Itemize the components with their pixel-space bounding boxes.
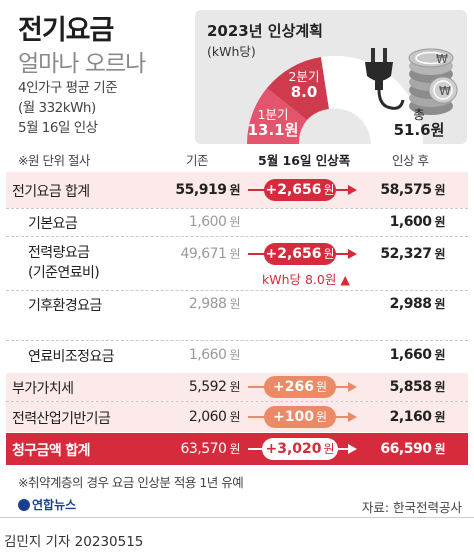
- page-subtitle: 얼마나 오르나: [18, 51, 146, 77]
- row-divider: [6, 290, 468, 291]
- row-label-sub: (기준연료비): [28, 265, 100, 281]
- plan-slice-q1: [246, 88, 307, 144]
- table-row-bill-total: [6, 433, 468, 465]
- table-row-total-electric: [6, 172, 468, 208]
- plan-q2-value: 8.0: [290, 83, 318, 102]
- row-label: 기후환경요금: [28, 298, 102, 314]
- row-before-value: 1,600 원: [188, 214, 241, 230]
- plug-icon: [365, 48, 405, 110]
- row-after-value: 5,858 원: [389, 379, 446, 395]
- plan-q1-value: 13.1원: [247, 121, 299, 140]
- row-after-value: 58,575 원: [380, 182, 445, 198]
- footer-divider: [0, 517, 474, 518]
- plan-q1-name: 1분기: [257, 107, 289, 122]
- logo-mark-icon: [18, 499, 30, 511]
- coin-symbol-b: ₩: [439, 84, 451, 98]
- row-arrow-head: [348, 249, 357, 259]
- page-title: 전기요금: [18, 15, 114, 46]
- coin-stack-icon: [408, 48, 458, 115]
- row-after-value: 2,160 원: [389, 409, 446, 425]
- row-label: 전력산업기반기금: [12, 411, 111, 427]
- plan-total-value: 51.6원: [393, 121, 445, 140]
- row-before-value: 1,660 원: [188, 347, 241, 363]
- info-usage: (월 332kWh): [18, 100, 96, 116]
- row-after-value: 2,988 원: [389, 296, 446, 312]
- row-before-value: 63,570 원: [180, 441, 240, 457]
- source-credit: 자료: 한국전력공사: [361, 500, 462, 515]
- info-date: 5월 16일 인상: [18, 120, 98, 136]
- plan-donut: [246, 48, 458, 144]
- coin-symbol-a: ₩: [436, 52, 448, 66]
- row-increase-pill: +2,656 원: [264, 179, 336, 201]
- table-row-vat: [6, 373, 468, 401]
- table-note: ※원 단위 절사: [18, 153, 90, 168]
- row-increase-note: kWh당 8.0원 ▲: [262, 272, 350, 287]
- row-divider: [6, 401, 468, 402]
- row-increase-pill: +2,656 원: [264, 243, 336, 265]
- row-after-value: 1,660 원: [389, 347, 446, 363]
- row-label: 전기요금 합계: [12, 184, 90, 200]
- col-header-increase: 5월 16일 인상폭: [258, 153, 351, 168]
- table-row-fund: [6, 402, 468, 432]
- col-header-after: 인상 후: [392, 153, 429, 168]
- row-label: 연료비조정요금: [28, 349, 115, 365]
- col-header-before: 기존: [186, 153, 209, 168]
- row-increase-pill: +266 원: [264, 376, 336, 398]
- row-before-value: 55,919 원: [175, 182, 240, 198]
- plan-unit: (kWh당): [207, 44, 256, 59]
- row-after-value: 66,590 원: [380, 441, 445, 457]
- row-divider: [6, 236, 468, 237]
- plan-title: 2023년 인상계획: [207, 22, 323, 40]
- increase-plan-panel: 2023년 인상계획 (kWh당) ₩ ₩ 1분기 13.1원 2분기 8.0 …: [195, 10, 467, 144]
- plan-total-label: 총 51.6원: [389, 107, 449, 140]
- row-after-value: 1,600 원: [389, 214, 446, 230]
- publisher-logo: 연합뉴스: [18, 496, 76, 513]
- up-arrow-icon: ▲: [340, 272, 350, 287]
- row-arrow-head: [348, 412, 357, 422]
- footer-note: ※취약계층의 경우 요금 인상분 적용 1년 유예: [18, 475, 244, 490]
- plan-q1-label: 1분기 13.1원: [245, 107, 301, 140]
- plan-slice-rest: [321, 55, 424, 144]
- plan-q2-name: 2분기: [288, 69, 320, 84]
- row-increase-pill: +3,020 원: [262, 438, 338, 460]
- plan-total-name: 총: [413, 107, 425, 122]
- row-before-value: 2,060 원: [188, 409, 241, 425]
- row-before-value: 2,988 원: [188, 296, 241, 312]
- plan-slice-q2: [267, 57, 329, 120]
- row-divider: [6, 208, 468, 209]
- info-household: 4인가구 평균 기준: [18, 80, 118, 96]
- row-arrow-head: [348, 382, 357, 392]
- byline: 김민지 기자 20230515: [4, 534, 144, 550]
- row-divider: [6, 340, 468, 341]
- plan-q2-label: 2분기 8.0: [279, 69, 329, 102]
- row-before-value: 49,671 원: [180, 246, 240, 262]
- row-arrow-head: [348, 185, 357, 195]
- row-increase-pill: +100 원: [264, 406, 336, 428]
- row-before-value: 5,592 원: [188, 379, 241, 395]
- row-label: 부가가치세: [12, 381, 74, 397]
- row-arrow-head: [348, 444, 357, 454]
- row-label: 전력량요금: [28, 245, 90, 261]
- row-label: 기본요금: [28, 216, 78, 232]
- row-after-value: 52,327 원: [380, 246, 445, 262]
- row-label: 청구금액 합계: [12, 443, 91, 459]
